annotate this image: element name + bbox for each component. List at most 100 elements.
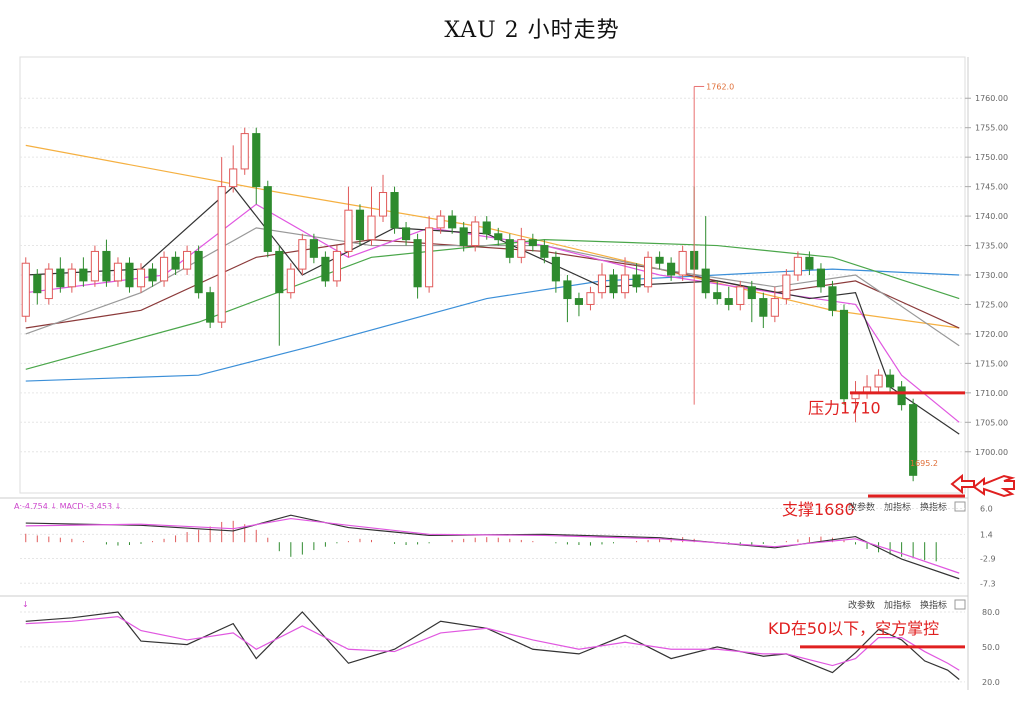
- candle-body: [805, 256, 814, 270]
- kd-button-2: 换指标: [920, 599, 947, 611]
- y-tick-label: 1715.00: [975, 359, 1008, 368]
- macd-line-ma_black: [25, 514, 960, 580]
- candle-body: [240, 133, 249, 170]
- candle-body: [217, 186, 226, 323]
- candle-body: [563, 280, 572, 300]
- candle-body: [667, 262, 676, 276]
- y-tick-label: 1760.00: [975, 94, 1008, 103]
- candle-body: [390, 192, 399, 229]
- candle-body: [839, 309, 849, 400]
- y-tick-label: 1755.00: [975, 124, 1008, 133]
- candle-body: [67, 268, 76, 288]
- candle-body: [632, 274, 641, 288]
- page-title: XAU 2 小时走势: [444, 18, 620, 43]
- y-tick-label: -7.3: [980, 579, 996, 588]
- candle-body: [425, 227, 434, 288]
- y-tick-label: 1705.00: [975, 418, 1008, 427]
- candle-body: [770, 298, 779, 317]
- candle-body: [747, 286, 756, 300]
- candle-body: [102, 250, 111, 282]
- candle-body: [113, 262, 123, 282]
- arrow-double-icon: [972, 474, 1016, 498]
- low-marker-label: 1695.2: [910, 459, 938, 468]
- candle-body: [655, 256, 664, 264]
- kd-button-0: 改参数: [848, 599, 875, 611]
- candle-body: [21, 262, 30, 317]
- y-tick-label: -2.9: [980, 555, 996, 564]
- candle-body: [298, 239, 307, 270]
- macd-header: A:-4.754 ↓ MACD:-3.453 ↓: [14, 502, 121, 511]
- candle-body: [540, 245, 549, 258]
- candle-body: [597, 274, 607, 294]
- macd-button-2: 换指标: [920, 501, 947, 513]
- candle-body: [782, 274, 791, 300]
- candle-body: [275, 250, 284, 294]
- support-label: 支撑1680: [782, 500, 855, 519]
- candle-body: [724, 298, 733, 305]
- candle-body: [286, 268, 295, 294]
- y-tick-label: 20.0: [982, 678, 1000, 687]
- candle-body: [183, 250, 192, 270]
- y-tick-label: 1700.00: [975, 448, 1008, 457]
- y-tick-label: 1720.00: [975, 330, 1008, 339]
- candle-body: [171, 256, 180, 270]
- candle-body: [482, 221, 491, 235]
- candle-body: [194, 250, 203, 294]
- candle-body: [159, 256, 169, 282]
- candle-body: [551, 256, 560, 282]
- candle-body: [321, 256, 330, 282]
- candle-body: [713, 292, 722, 300]
- candle-body: [252, 133, 261, 188]
- candle-body: [644, 256, 653, 288]
- candle-body: [701, 268, 710, 294]
- candle-body: [229, 168, 238, 188]
- candle-body: [309, 239, 318, 258]
- candle-body: [401, 227, 411, 241]
- candle-body: [56, 268, 65, 288]
- kd-line-ma_black: [25, 611, 960, 680]
- kd-annotation: KD在50以下，空方掌控: [768, 619, 939, 638]
- candle-body: [494, 233, 503, 241]
- candle-body: [759, 298, 768, 317]
- y-tick-label: 1710.00: [975, 389, 1008, 398]
- y-tick-label: 1735.00: [975, 242, 1008, 251]
- candle-body: [206, 292, 215, 323]
- kd-line-ma_violet: [25, 616, 960, 671]
- macd-line-ma_violet: [25, 517, 960, 574]
- candle-body: [609, 274, 618, 294]
- candle-body: [355, 209, 365, 241]
- y-tick-label: 1740.00: [975, 212, 1008, 221]
- candle-body: [816, 268, 826, 288]
- candle-body: [517, 239, 526, 258]
- macd-close-icon: [954, 501, 966, 512]
- candle-body: [909, 404, 918, 476]
- candle-body: [874, 374, 883, 388]
- high-marker-label: 1762.0: [706, 82, 734, 91]
- ma-line-ma_blue: [25, 268, 960, 382]
- candle-body: [436, 215, 445, 229]
- candle-body: [574, 298, 584, 305]
- y-tick-label: 1745.00: [975, 183, 1008, 192]
- candle-body: [136, 268, 146, 288]
- y-tick-label: 1750.00: [975, 153, 1008, 162]
- kd-header: ↓: [22, 600, 29, 609]
- candle-body: [471, 221, 480, 247]
- candle-body: [586, 292, 595, 305]
- candle-body: [79, 268, 88, 282]
- y-tick-label: 80.0: [982, 608, 1000, 617]
- candle-body: [344, 209, 353, 252]
- candle-body: [459, 227, 468, 247]
- candle-body: [367, 215, 376, 241]
- macd-button-0: 改参数: [848, 501, 875, 513]
- candle-body: [828, 286, 837, 311]
- candle-body: [505, 239, 514, 258]
- y-tick-label: 50.0: [982, 643, 1000, 652]
- y-tick-label: 1.4: [980, 530, 993, 539]
- candle-body: [897, 386, 906, 406]
- candle-body: [90, 250, 99, 282]
- candle-body: [125, 262, 134, 288]
- y-tick-label: 6.0: [980, 504, 993, 513]
- candle-body: [148, 268, 157, 282]
- y-tick-label: 1730.00: [975, 271, 1008, 280]
- candle-body: [886, 374, 895, 388]
